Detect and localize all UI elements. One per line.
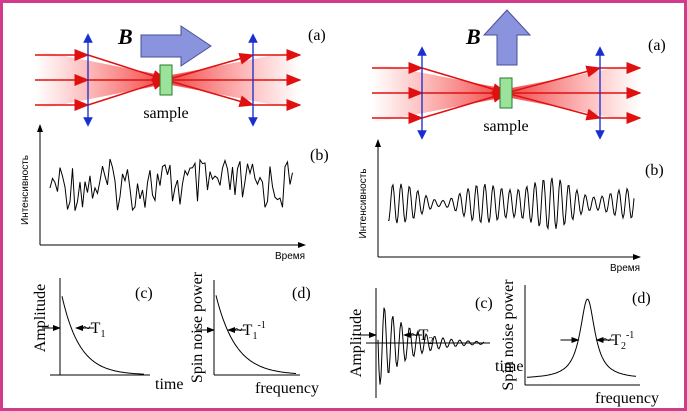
sample-block bbox=[499, 77, 513, 109]
signal-trace bbox=[49, 158, 293, 212]
width-label: ~T1 bbox=[82, 320, 105, 340]
sample-block bbox=[159, 64, 173, 96]
x-label: frequency bbox=[595, 390, 659, 407]
y-label: Spin noise power bbox=[189, 271, 206, 383]
field-arrow bbox=[482, 9, 532, 66]
spectrum-curve bbox=[215, 295, 296, 374]
ray bbox=[505, 92, 602, 121]
width-sup: -1 bbox=[257, 320, 265, 331]
ray bbox=[505, 65, 602, 94]
field-arrow bbox=[140, 25, 212, 67]
signal-trace bbox=[387, 177, 635, 231]
panel-label: (d) bbox=[632, 290, 651, 307]
y-label: Интенсивность bbox=[358, 168, 369, 238]
width-sub: 1 bbox=[100, 329, 105, 340]
decay-curve bbox=[61, 296, 145, 375]
width-prefix: ~T bbox=[234, 322, 253, 339]
width-label: ~T2 bbox=[410, 327, 433, 347]
ray bbox=[421, 67, 508, 95]
sample-label: sample bbox=[143, 105, 188, 122]
width-sub: 2 bbox=[428, 336, 433, 347]
panel-label: (b) bbox=[310, 147, 329, 164]
width-sub: 2 bbox=[621, 341, 626, 352]
width-sub: 1 bbox=[252, 331, 257, 342]
x-label: frequency bbox=[255, 380, 319, 397]
ray bbox=[87, 54, 168, 82]
field-label: B bbox=[117, 24, 133, 49]
y-label: Spin noise power bbox=[500, 279, 517, 391]
decay-curve bbox=[377, 307, 485, 385]
ray bbox=[165, 79, 255, 108]
width-label: ~T2-1 bbox=[603, 330, 635, 352]
field-label: B bbox=[465, 24, 481, 49]
ray bbox=[87, 78, 168, 106]
ray bbox=[421, 91, 508, 119]
ray bbox=[165, 52, 255, 81]
x-label: Время bbox=[610, 263, 640, 274]
width-prefix: ~T bbox=[410, 327, 429, 344]
width-prefix: ~T bbox=[82, 320, 101, 337]
width-sup: -1 bbox=[626, 330, 634, 341]
panel-label: (b) bbox=[645, 162, 664, 179]
width-label: ~T1-1 bbox=[234, 320, 266, 342]
spectrum-curve bbox=[526, 298, 637, 378]
width-prefix: ~T bbox=[603, 332, 622, 349]
x-label: time bbox=[155, 376, 183, 393]
panel-label: (c) bbox=[135, 285, 153, 302]
panel-label: (c) bbox=[475, 295, 493, 312]
panel-label: (a) bbox=[308, 27, 326, 44]
panel-label: (a) bbox=[648, 37, 666, 54]
panel-label: (d) bbox=[292, 285, 311, 302]
y-label: Интенсивность bbox=[20, 155, 31, 225]
sample-label: sample bbox=[483, 118, 528, 135]
x-label: time bbox=[495, 358, 523, 375]
y-label: Amplitude bbox=[32, 284, 49, 352]
y-label: Amplitude bbox=[348, 309, 365, 377]
x-label: Время bbox=[275, 251, 305, 262]
